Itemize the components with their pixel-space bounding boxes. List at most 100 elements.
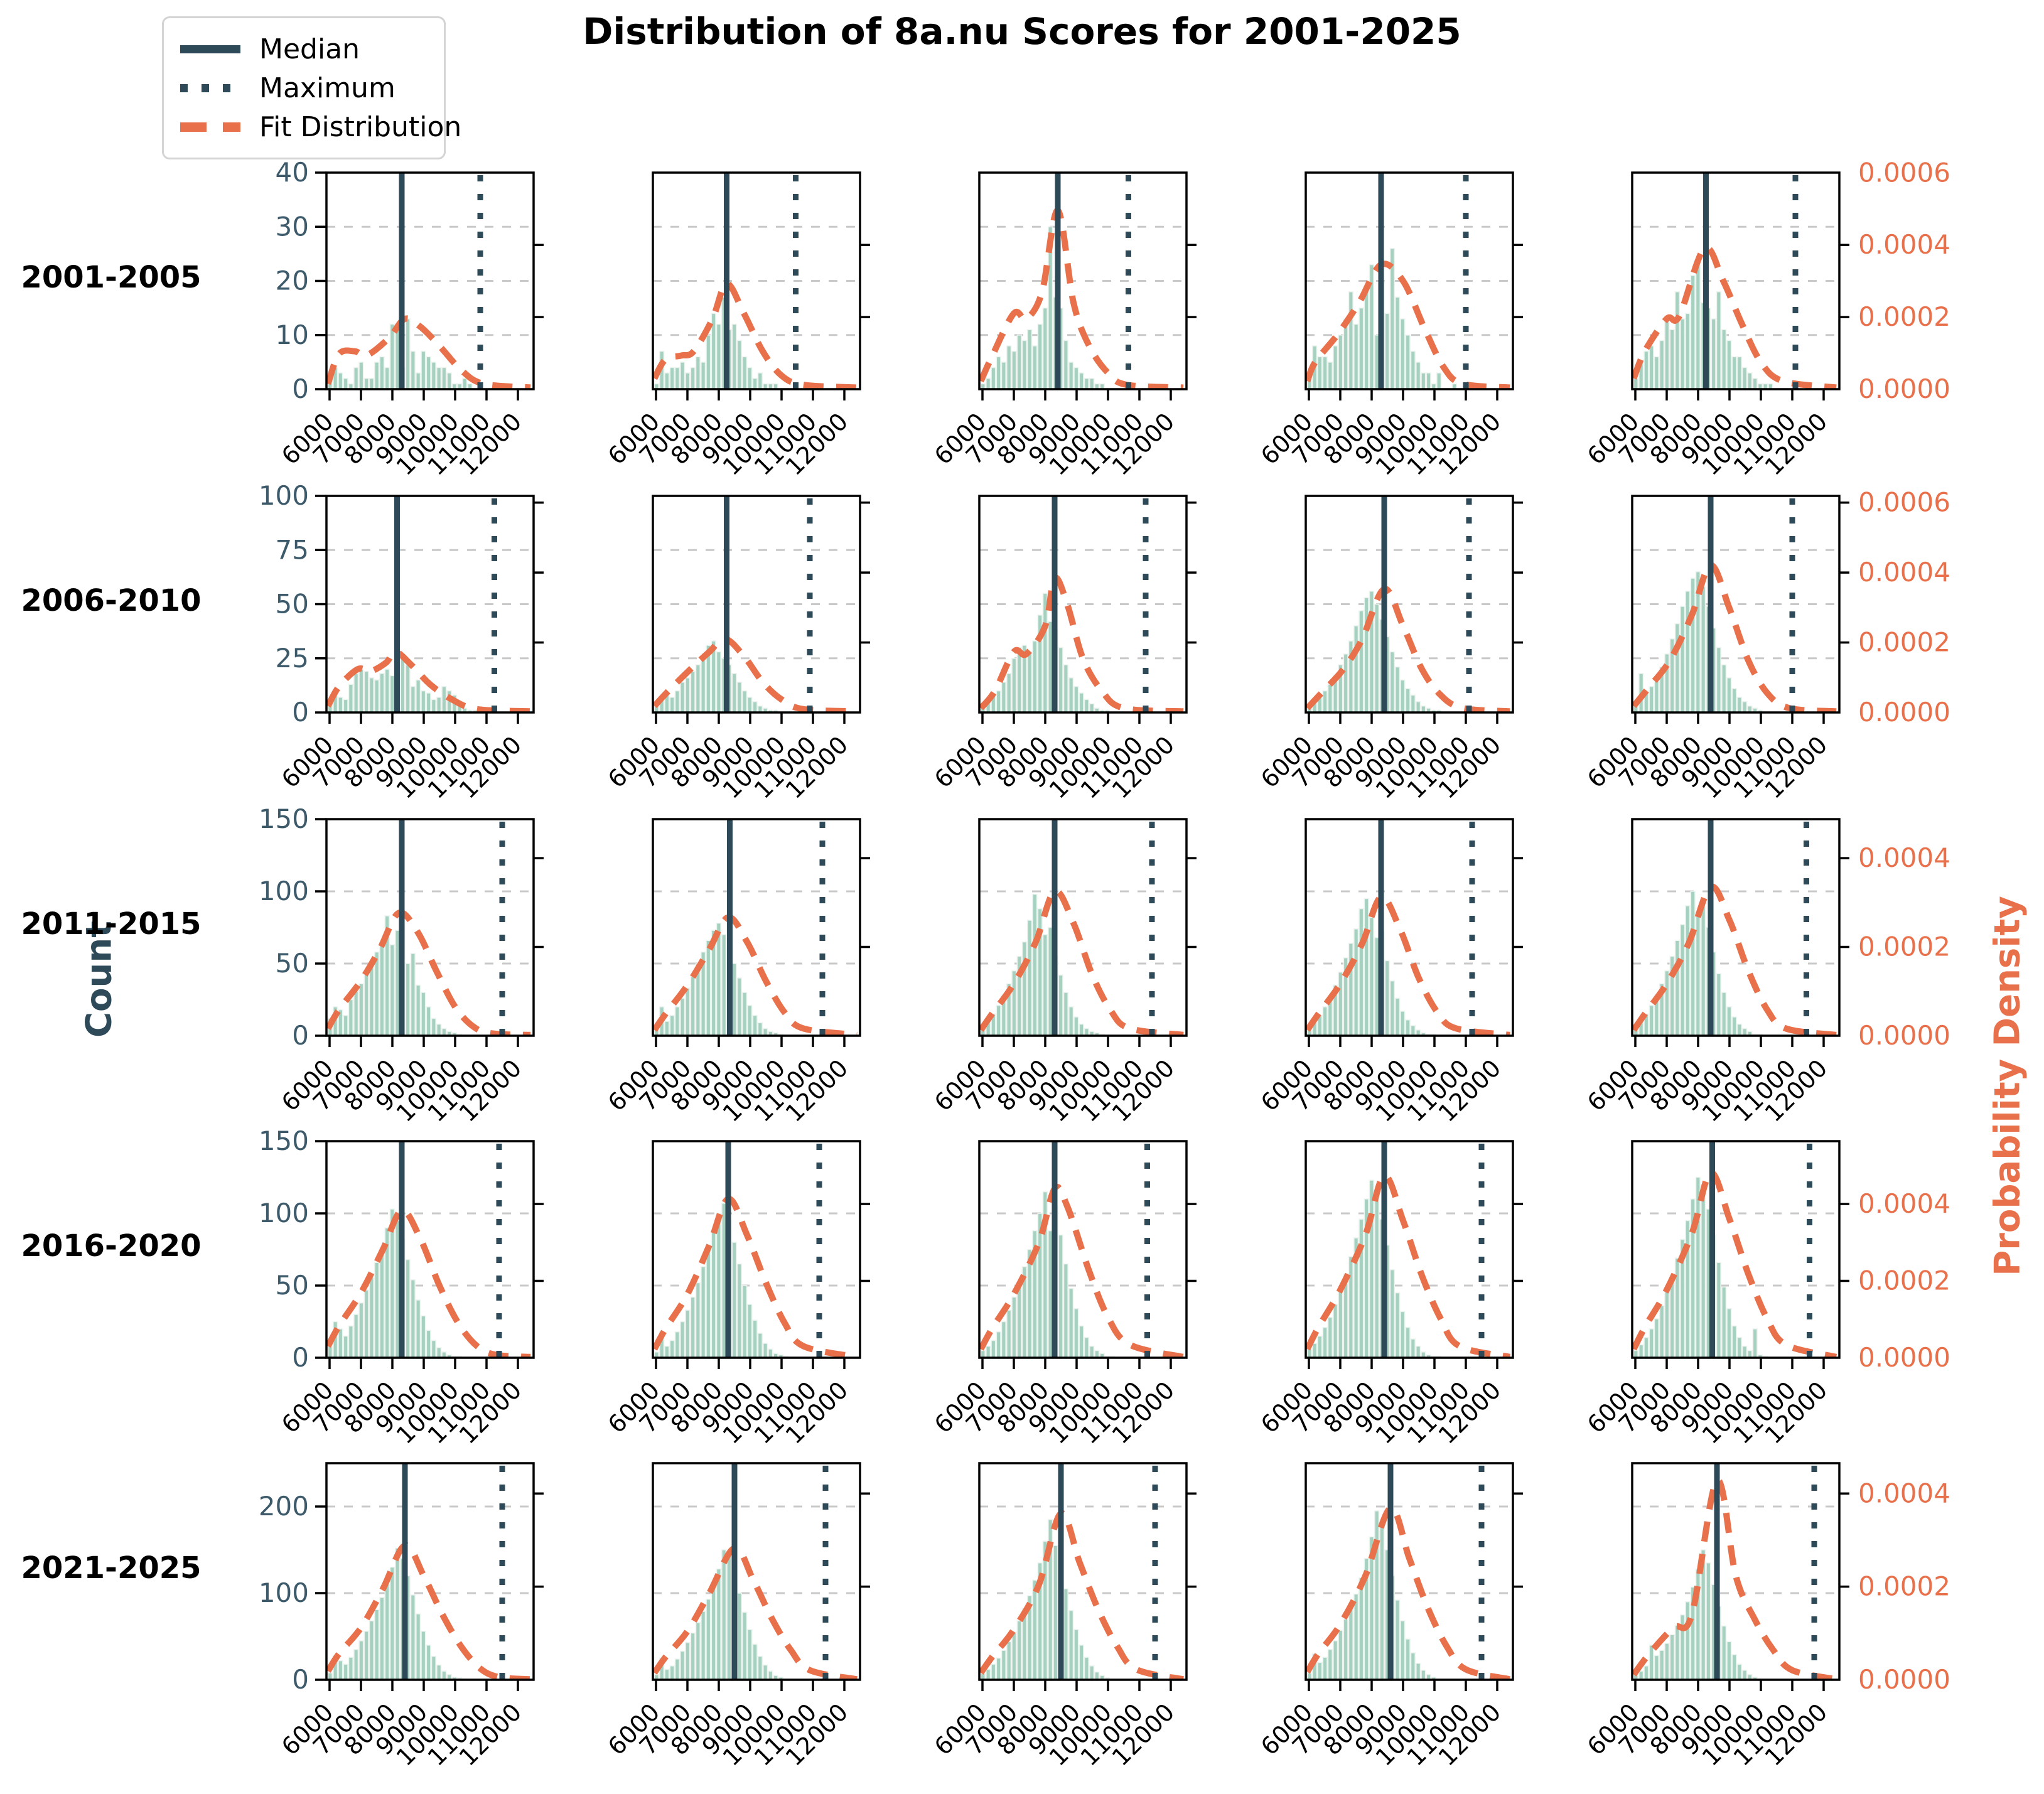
fit-distribution-curve (979, 888, 1184, 1036)
histogram-bar (1327, 1316, 1333, 1358)
histogram-bar (1405, 1326, 1411, 1358)
histogram-bar (1306, 1348, 1312, 1358)
histogram-bar (1405, 1019, 1411, 1036)
histogram-bar (1364, 597, 1369, 713)
y-tick-label: 150 (259, 803, 309, 834)
histogram-bar (410, 1594, 416, 1680)
histogram-bar (441, 367, 447, 390)
fit-distribution-curve (326, 909, 531, 1036)
histogram-bar (1731, 688, 1737, 713)
histogram-bar (415, 1613, 421, 1680)
histogram-bar (1389, 651, 1395, 713)
histogram-bar (1659, 340, 1665, 390)
histogram-bar (415, 1299, 421, 1358)
y-tick-label: 0 (292, 1020, 309, 1051)
histogram-bar (1068, 1287, 1074, 1358)
histogram-bar (1084, 377, 1089, 390)
histogram-bar (426, 692, 431, 713)
histogram-bar (1731, 356, 1737, 390)
histogram-bar (436, 1347, 442, 1358)
fit-distribution-curve (1306, 586, 1510, 712)
fit-distribution-curve (653, 914, 858, 1036)
histogram-bar (1048, 927, 1053, 1036)
histogram-bar (674, 1006, 680, 1036)
histogram-bar (680, 1650, 686, 1680)
histogram-bar (1410, 350, 1416, 390)
histogram-bar (1706, 1562, 1711, 1680)
histogram-bar (736, 1593, 742, 1680)
density-tick-label: 0.0006 (1858, 487, 1950, 518)
histogram-bar (1369, 1179, 1374, 1358)
histogram-bar (338, 372, 343, 390)
plot-frame (1631, 818, 1841, 1037)
histogram-bar (1374, 603, 1380, 713)
histogram-bar (348, 999, 353, 1036)
histogram-bar (669, 1665, 675, 1680)
histogram-bar (757, 1655, 763, 1680)
histogram-bar (358, 983, 364, 1036)
histogram-bar (1364, 898, 1369, 1036)
histogram-bar (1353, 625, 1359, 713)
density-tick-label: 0.0004 (1858, 1188, 1950, 1219)
fit-distribution-curve (1632, 562, 1837, 712)
plot-frame (652, 1462, 861, 1681)
histogram-bar (415, 679, 421, 713)
histogram-bar (706, 1249, 711, 1358)
histogram-bar (426, 1006, 431, 1036)
histogram-bar (752, 1015, 758, 1036)
density-tick-label: 0.0002 (1858, 301, 1950, 332)
histogram-bar (1364, 291, 1369, 390)
histogram-bar (1669, 1634, 1675, 1680)
histogram-bar (695, 356, 701, 390)
histogram-bar (747, 1004, 753, 1036)
histogram-bar (441, 1670, 447, 1680)
y-tick-label: 30 (276, 211, 309, 242)
histogram-bar (1416, 362, 1421, 390)
histogram-bar (1742, 1345, 1748, 1358)
histogram-bar (1327, 362, 1333, 390)
plot-frame (978, 818, 1188, 1037)
fit-distribution-curve (1306, 894, 1510, 1036)
fit-distribution-curve (1632, 244, 1837, 389)
histogram-bar (1690, 891, 1696, 1036)
histogram-bar (1711, 318, 1716, 390)
histogram-bar (742, 992, 748, 1036)
histogram-bar (394, 1220, 401, 1358)
histogram-bar (1721, 329, 1727, 390)
histogram-bar (1736, 697, 1742, 713)
histogram-bar (410, 685, 416, 713)
histogram-bar (1690, 275, 1696, 390)
density-tick-label: 0.0002 (1858, 1571, 1950, 1602)
histogram-bar (695, 1622, 701, 1680)
histogram-bar (1736, 1663, 1742, 1680)
histogram-bar (1410, 694, 1416, 713)
y-tick-label: 40 (276, 157, 309, 188)
fit-distribution-curve (1632, 1169, 1837, 1358)
histogram-bar (716, 1213, 721, 1358)
histogram-bar (410, 350, 416, 390)
histogram-bar (1343, 653, 1348, 713)
histogram-bar (410, 953, 416, 1036)
histogram-bar (462, 377, 468, 390)
histogram-bar (1348, 943, 1353, 1036)
histogram-bar (1343, 318, 1348, 390)
plot-frame (652, 495, 861, 714)
histogram-bar (431, 1018, 436, 1036)
legend-label: Fit Distribution (259, 110, 462, 143)
fit-distribution-curve (326, 315, 531, 389)
histogram-bar (752, 1319, 758, 1358)
histogram-bar (731, 963, 737, 1036)
histogram-bar (363, 377, 369, 390)
histogram-bar (731, 673, 737, 713)
histogram-bar (1011, 1631, 1017, 1680)
histogram-bar (1089, 1345, 1095, 1358)
histogram-bar (1680, 924, 1686, 1036)
histogram-bar (752, 377, 758, 390)
histogram-bar (752, 701, 758, 713)
fit-distribution-curve (653, 280, 858, 389)
histogram-bar (436, 1664, 442, 1680)
histogram-bar (363, 1630, 369, 1680)
histogram-bar (1731, 1016, 1737, 1036)
histogram-bar (690, 1296, 696, 1358)
histogram-bar (701, 655, 706, 713)
